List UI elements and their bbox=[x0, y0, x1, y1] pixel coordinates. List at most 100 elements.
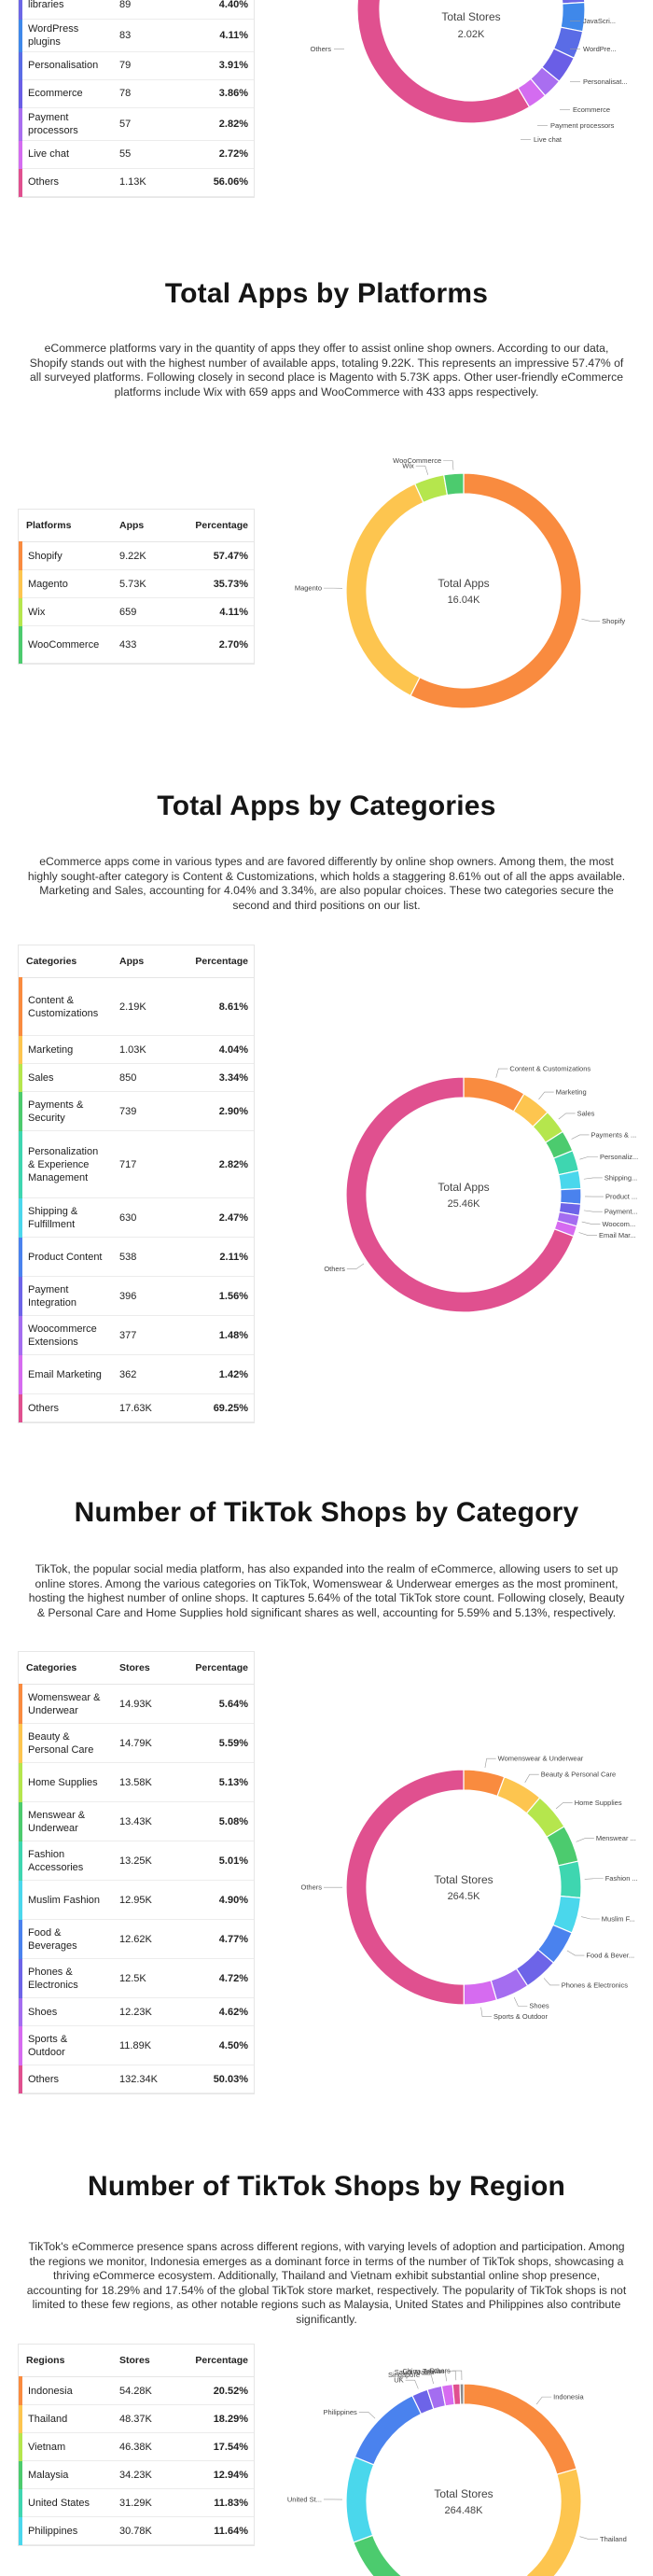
donut-slice[interactable] bbox=[464, 1077, 524, 1112]
slice-label: Womenswear & Underwear bbox=[498, 1755, 584, 1763]
slice-label: Ecommerce bbox=[573, 105, 610, 114]
donut-center-title: Total Apps bbox=[438, 577, 489, 590]
label-leader-line bbox=[496, 1069, 508, 1078]
label-leader-line bbox=[585, 1879, 604, 1880]
top-donut-chart: JavaScri...WordPre...Personalisat...Ecom… bbox=[0, 0, 653, 243]
label-leader-line bbox=[514, 1997, 527, 2006]
donut-slice[interactable] bbox=[410, 473, 581, 708]
slice-label: United St... bbox=[287, 2495, 322, 2503]
donut-slice[interactable] bbox=[452, 2384, 461, 2404]
section-description: eCommerce apps come in various types and… bbox=[26, 855, 627, 913]
slice-label: Sports & Outdoor bbox=[493, 2012, 548, 2021]
donut-slice[interactable] bbox=[561, 1189, 581, 1205]
row-percentage: 4.04% bbox=[181, 1036, 254, 1064]
slice-label: Philippines bbox=[324, 2408, 358, 2416]
row-percentage: 5.64% bbox=[181, 1685, 254, 1724]
row-label: Content & Customizations bbox=[21, 978, 110, 1036]
row-percentage: 8.61% bbox=[181, 978, 254, 1036]
slice-label: Others bbox=[300, 1883, 322, 1892]
section-title: Number of TikTok Shops by Region bbox=[0, 2171, 653, 2203]
donut-center-value: 16.04K bbox=[448, 595, 481, 606]
donut-center-title: Total Stores bbox=[434, 1873, 493, 1886]
slice-label: Others bbox=[324, 1265, 345, 1273]
label-leader-line bbox=[359, 2412, 375, 2418]
slice-label: Shipping... bbox=[604, 1173, 637, 1182]
row-percentage: 69.25% bbox=[181, 1394, 254, 1422]
donut-center-value: 2.02K bbox=[458, 29, 485, 40]
donut-center-value: 25.46K bbox=[448, 1198, 481, 1210]
label-leader-line bbox=[559, 1113, 576, 1119]
donut-slice[interactable] bbox=[346, 1770, 464, 2005]
donut-slice[interactable] bbox=[444, 473, 464, 495]
slice-label: Magento bbox=[295, 584, 322, 593]
column-header: Percentage bbox=[181, 945, 254, 978]
donut-slice[interactable] bbox=[464, 1981, 496, 2005]
label-leader-line bbox=[347, 1264, 364, 1269]
section-description: TikTok, the popular social media platfor… bbox=[26, 1562, 627, 1620]
row-value: 17.63K bbox=[110, 1394, 181, 1422]
row-value: 1.03K bbox=[110, 1036, 181, 1064]
donut-center-title: Total Stores bbox=[441, 10, 500, 23]
label-leader-line bbox=[443, 461, 453, 470]
label-leader-line bbox=[584, 1178, 603, 1179]
slice-label: Woocom... bbox=[602, 1220, 635, 1228]
donut-slice[interactable] bbox=[346, 2457, 374, 2542]
tiktok-category-donut-chart: Womenswear & Underwear Beauty & Personal … bbox=[0, 1745, 653, 2044]
donut-slice[interactable] bbox=[354, 2535, 426, 2576]
label-leader-line bbox=[567, 1951, 585, 1955]
column-header: Apps bbox=[110, 945, 181, 978]
slice-label: Content & Customizations bbox=[509, 1065, 590, 1073]
donut-slice[interactable] bbox=[354, 2396, 421, 2465]
row-label: Marketing bbox=[21, 1036, 110, 1064]
label-leader-line bbox=[581, 619, 600, 621]
column-header: Categories bbox=[21, 1652, 110, 1685]
categories-donut-chart: Content & CustomizationsMarketingSalesPa… bbox=[0, 1064, 653, 1363]
donut-slice[interactable] bbox=[460, 2384, 464, 2404]
label-leader-line bbox=[582, 1222, 601, 1224]
donut-slice[interactable] bbox=[558, 1861, 581, 1897]
slice-label: Fashion ... bbox=[605, 1874, 638, 1883]
donut-slice[interactable] bbox=[561, 2, 585, 31]
label-leader-line bbox=[579, 1232, 598, 1235]
slice-label: Menswear ... bbox=[596, 1834, 636, 1842]
label-leader-line bbox=[452, 2371, 462, 2380]
tiktok-region-donut-chart: IndonesiaThailandVietnamMalaysiaUnited S… bbox=[0, 2333, 653, 2576]
label-leader-line bbox=[536, 2397, 551, 2404]
label-leader-line bbox=[481, 2008, 492, 2017]
label-leader-line bbox=[581, 1917, 600, 1919]
label-leader-line bbox=[579, 1156, 598, 1159]
slice-label: Personaliz... bbox=[600, 1153, 638, 1161]
row-label: Others bbox=[21, 2065, 110, 2093]
label-leader-line bbox=[577, 1839, 594, 1842]
donut-slice[interactable] bbox=[526, 2469, 581, 2576]
slice-label: Personalisat... bbox=[583, 77, 628, 86]
label-leader-line bbox=[539, 1092, 554, 1099]
slice-label: Marketing bbox=[556, 1088, 587, 1097]
column-header: Categories bbox=[21, 945, 110, 978]
label-leader-line bbox=[485, 1758, 496, 1768]
column-header: Percentage bbox=[181, 1652, 254, 1685]
slice-label: Others bbox=[429, 2367, 451, 2375]
slice-label: Indonesia bbox=[553, 2393, 584, 2401]
section-title: Number of TikTok Shops by Category bbox=[0, 1497, 653, 1529]
row-percentage: 50.03% bbox=[181, 2065, 254, 2093]
donut-slice[interactable] bbox=[346, 483, 424, 695]
slice-label: Shopify bbox=[602, 617, 625, 625]
slice-label: WordPre... bbox=[583, 45, 617, 53]
label-leader-line bbox=[544, 1978, 560, 1984]
slice-label: Shoes bbox=[529, 2002, 549, 2010]
donut-center-title: Total Apps bbox=[438, 1181, 489, 1194]
label-leader-line bbox=[406, 2380, 419, 2388]
row-value: 132.34K bbox=[110, 2065, 181, 2093]
slice-label: Payments & ... bbox=[591, 1130, 637, 1139]
label-leader-line bbox=[556, 1802, 573, 1808]
column-header: Stores bbox=[110, 1652, 181, 1685]
slice-label: Beauty & Personal Care bbox=[541, 1771, 616, 1779]
